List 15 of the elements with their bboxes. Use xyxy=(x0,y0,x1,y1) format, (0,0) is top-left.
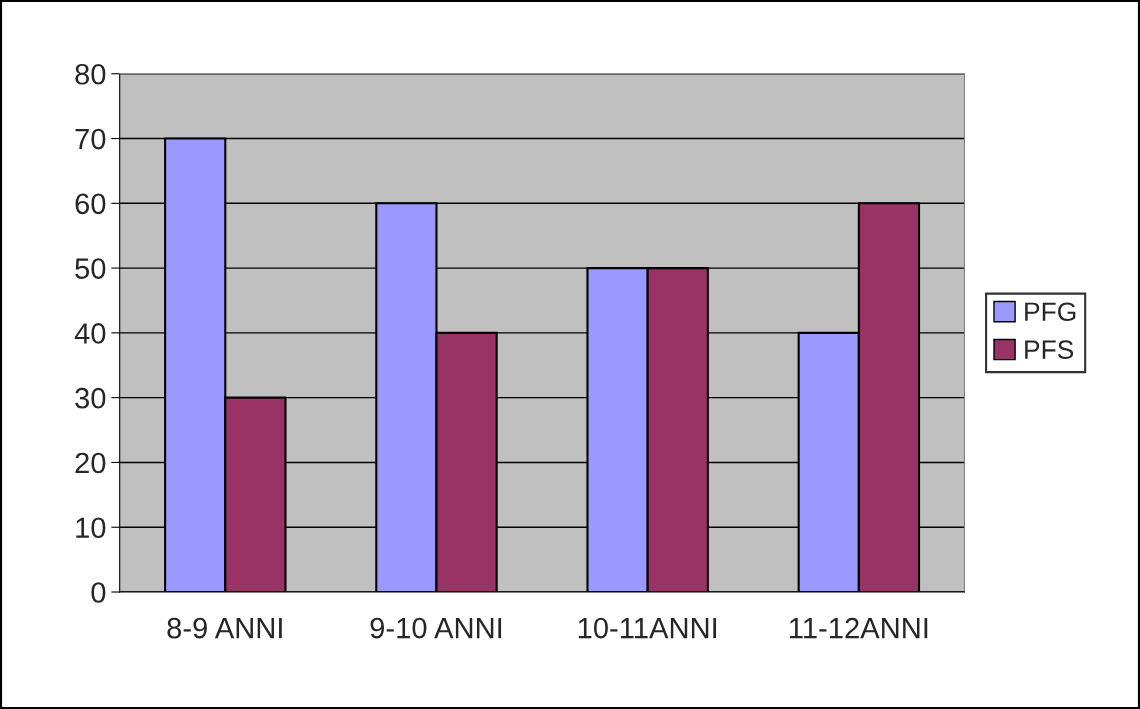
x-tick-label: 9-10 ANNI xyxy=(370,617,502,639)
x-tick-label: 10-11ANNI xyxy=(578,617,717,639)
y-tick-label: 0 xyxy=(91,582,106,603)
y-tick-label: 70 xyxy=(75,128,106,150)
y-tick-label: 60 xyxy=(75,193,106,215)
legend-label: PFS xyxy=(1025,340,1074,359)
legend-label: PFG xyxy=(1025,302,1076,322)
y-tick-label: 20 xyxy=(75,452,106,474)
x-tick-label: 11-12ANNI xyxy=(790,617,928,639)
y-tick-label: 40 xyxy=(74,323,106,344)
y-tick-label: 80 xyxy=(75,63,106,85)
x-tick-label: 8-9 ANNI xyxy=(167,617,282,639)
y-tick-label: 30 xyxy=(75,387,106,409)
y-tick-label: 10 xyxy=(76,517,106,539)
y-tick-label: 50 xyxy=(75,258,106,279)
